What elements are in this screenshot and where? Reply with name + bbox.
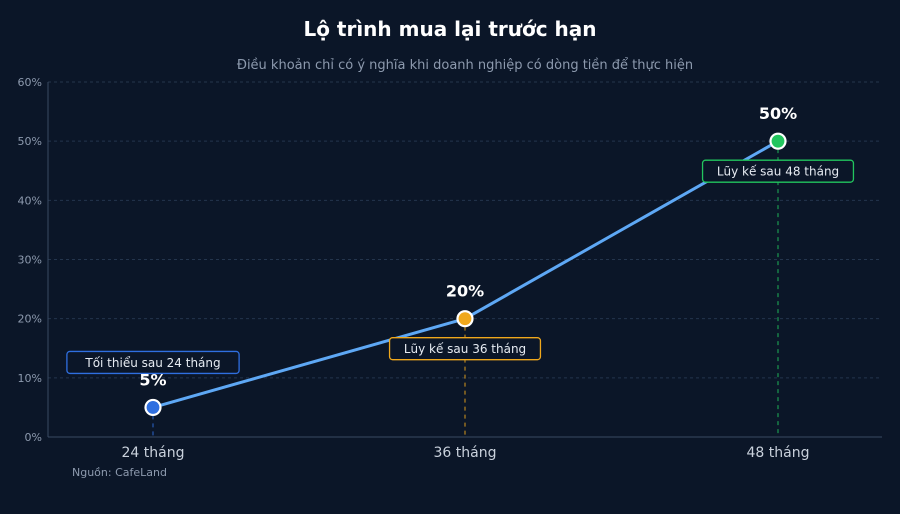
x-tick-label: 48 tháng bbox=[747, 445, 810, 461]
axes: 0% 10% 20% 30% 40% 50% 60% 24 tháng 36 tháng 48 t… bbox=[18, 76, 882, 461]
y-tick-label: 0% bbox=[25, 431, 42, 444]
y-tick-label: 50% bbox=[18, 135, 42, 148]
annotation-text: Lũy kế sau 36 tháng bbox=[404, 342, 526, 356]
data-point bbox=[456, 310, 474, 328]
y-tick-label: 40% bbox=[18, 194, 42, 207]
grid bbox=[48, 81, 882, 379]
data-label: 50% bbox=[759, 104, 797, 123]
annotation-frame bbox=[66, 350, 240, 375]
annotation-box: Tối thiểu sau 24 tháng bbox=[66, 350, 240, 375]
source-note: Nguồn: CafeLand bbox=[72, 466, 167, 479]
points-layer bbox=[144, 132, 787, 417]
y-tick-label: 20% bbox=[18, 313, 42, 326]
data-point bbox=[144, 398, 162, 417]
x-tick-label: 24 tháng bbox=[122, 445, 185, 461]
chart-title: Lộ trình mua lại trước hạn bbox=[303, 17, 596, 41]
x-tick-label: 36 tháng bbox=[434, 445, 497, 461]
annotation-frame bbox=[701, 159, 855, 183]
annotation-frame bbox=[388, 337, 542, 361]
chart-subtitle: Điều khoản chỉ có ý nghĩa khi doanh nghi… bbox=[237, 58, 693, 73]
annotation-text: Lũy kế sau 48 tháng bbox=[717, 165, 839, 179]
annotation-box: Lũy kế sau 36 tháng bbox=[388, 337, 542, 361]
y-tick-label: 60% bbox=[18, 76, 42, 89]
annotation-box: Lũy kế sau 48 tháng bbox=[701, 159, 855, 183]
labels-layer: Tối thiểu sau 24 tháng Lũy kế sau 36 thán… bbox=[66, 104, 855, 389]
annotation-text: Tối thiểu sau 24 tháng bbox=[84, 356, 220, 370]
y-tick-label: 10% bbox=[18, 372, 42, 385]
data-point bbox=[769, 132, 787, 150]
data-label: 20% bbox=[446, 282, 484, 301]
data-label: 5% bbox=[139, 370, 166, 389]
y-tick-label: 30% bbox=[18, 254, 42, 267]
